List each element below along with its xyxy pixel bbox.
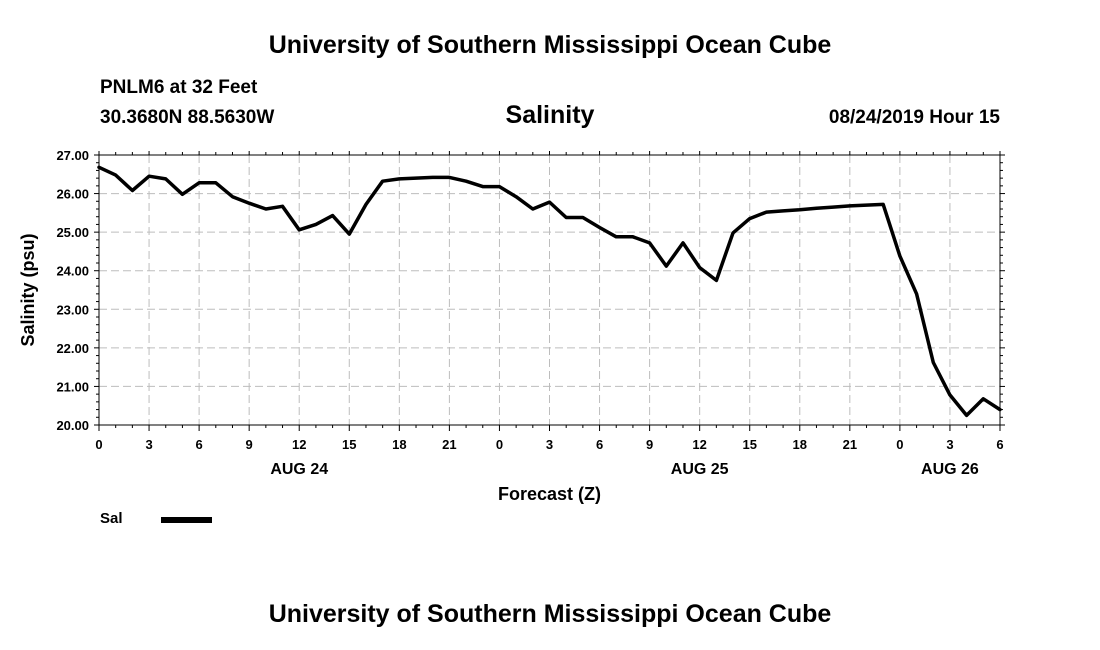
x-tick-label: 15 xyxy=(742,437,756,452)
x-tick-label: 0 xyxy=(95,437,102,452)
series-line-sal xyxy=(97,165,1002,418)
y-tick-label: 24.00 xyxy=(56,264,89,279)
y-tick-label: 22.00 xyxy=(56,341,89,356)
x-tick-label: 9 xyxy=(646,437,653,452)
x-tick-label: 18 xyxy=(392,437,406,452)
day-label: AUG 26 xyxy=(921,461,979,478)
x-tick-label: 0 xyxy=(496,437,503,452)
x-tick-label: 3 xyxy=(145,437,152,452)
x-tick-label: 12 xyxy=(692,437,706,452)
x-tick-label: 3 xyxy=(546,437,553,452)
x-axis-label: Forecast (Z) xyxy=(498,484,601,504)
y-tick-label: 26.00 xyxy=(56,187,89,202)
series-layer xyxy=(97,165,1002,418)
chart-title: Salinity xyxy=(505,101,595,129)
y-tick-label: 25.00 xyxy=(56,225,89,240)
x-tick-label: 21 xyxy=(843,437,857,452)
x-tick-label: 6 xyxy=(596,437,603,452)
x-tick-label: 9 xyxy=(246,437,253,452)
y-tick-label: 20.00 xyxy=(56,418,89,433)
x-tick-label: 21 xyxy=(442,437,456,452)
x-tick-label: 15 xyxy=(342,437,356,452)
grid xyxy=(99,155,1000,425)
x-tick-label: 0 xyxy=(896,437,903,452)
y-tick-label: 21.00 xyxy=(56,379,89,394)
coordinates-label: 30.3680N 88.5630W xyxy=(100,107,275,128)
timestamp-label: 08/24/2019 Hour 15 xyxy=(828,107,1000,128)
x-tick-label: 6 xyxy=(195,437,202,452)
legend-swatch xyxy=(161,517,212,523)
page-title: University of Southern Mississippi Ocean… xyxy=(268,31,832,59)
legend-label: Sal xyxy=(100,510,123,527)
x-tick-label: 12 xyxy=(292,437,306,452)
x-tick-label: 6 xyxy=(996,437,1003,452)
y-tick-label: 27.00 xyxy=(56,148,89,163)
plot-frame xyxy=(98,154,1001,426)
footer-title: University of Southern Mississippi Ocean… xyxy=(268,600,832,628)
y-tick-label: 23.00 xyxy=(56,302,89,317)
day-label: AUG 25 xyxy=(671,461,729,478)
axis-tick-labels: 20.00 21.00 22.00 23.00 24.00 25.00 26.00 27.00… xyxy=(56,148,1003,478)
station-label: PNLM6 at 32 Feet xyxy=(100,77,258,98)
y-axis-label: Salinity (psu) xyxy=(18,233,38,346)
day-label: AUG 24 xyxy=(270,461,328,478)
x-tick-label: 18 xyxy=(793,437,807,452)
x-tick-label: 3 xyxy=(946,437,953,452)
